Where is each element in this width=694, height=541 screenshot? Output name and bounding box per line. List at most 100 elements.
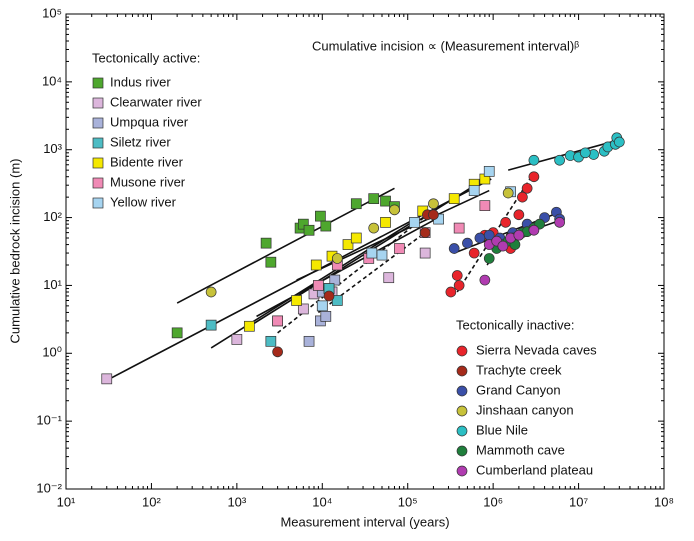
annotation: Cumulative incision ∝ (Measurement inter…	[312, 38, 579, 53]
data-point	[528, 224, 540, 236]
data-point	[497, 240, 509, 252]
data-point	[231, 334, 243, 345]
x-tick-label: 10¹	[57, 494, 76, 509]
data-point	[428, 198, 439, 210]
y-tick-label: 10⁻¹	[36, 413, 62, 428]
data-point	[479, 274, 491, 286]
data-point	[265, 256, 277, 268]
data-point	[451, 270, 463, 281]
y-tick-label: 10⁰	[42, 345, 62, 360]
legend-marker	[92, 157, 104, 169]
data-point	[316, 300, 328, 312]
legend-label: Yellow river	[110, 194, 177, 209]
data-point	[310, 259, 322, 271]
data-point	[272, 346, 283, 358]
data-point	[350, 232, 362, 244]
data-point	[448, 193, 460, 205]
data-point	[315, 210, 326, 222]
legend-label: Mammoth cave	[476, 442, 565, 457]
data-point	[205, 286, 217, 298]
data-point	[320, 311, 332, 322]
legend-title: Tectonically inactive:	[456, 317, 575, 332]
data-point	[554, 217, 565, 228]
x-tick-label: 10⁸	[654, 494, 674, 509]
x-tick-label: 10⁵	[398, 494, 418, 509]
legend-label: Siletz river	[110, 134, 171, 149]
data-point	[409, 217, 420, 228]
data-point	[517, 191, 528, 203]
data-point	[419, 227, 431, 238]
legend-marker	[92, 197, 104, 209]
legend-label: Clearwater river	[110, 94, 202, 109]
x-axis-label: Measurement interval (years)	[280, 514, 449, 529]
data-point	[331, 253, 343, 264]
x-tick-label: 10⁴	[312, 494, 332, 509]
x-tick-label: 10²	[142, 494, 161, 509]
data-point	[376, 249, 388, 261]
data-point	[500, 217, 511, 228]
data-point	[272, 315, 283, 327]
trend-line	[256, 216, 439, 318]
y-tick-label: 10²	[43, 209, 62, 224]
data-point	[313, 280, 324, 291]
legend-marker	[92, 97, 104, 109]
data-point	[303, 224, 315, 236]
legend-marker	[92, 137, 104, 149]
data-point	[205, 319, 217, 331]
legend-marker	[92, 77, 104, 89]
data-point	[171, 327, 183, 339]
data-point	[380, 217, 391, 228]
data-point	[483, 165, 495, 177]
legend-label: Sierra Nevada caves	[476, 342, 597, 357]
data-point	[380, 195, 391, 207]
legend-marker	[456, 445, 468, 457]
data-point	[323, 290, 335, 302]
legend-marker	[456, 385, 468, 397]
legend-marker	[456, 465, 468, 477]
legend-label: Jinshaan canyon	[476, 402, 574, 417]
trend-line	[507, 139, 620, 171]
data-point	[297, 218, 309, 230]
plot-frame	[65, 13, 665, 490]
data-point	[579, 147, 591, 159]
data-point	[468, 185, 480, 196]
data-point	[513, 229, 525, 241]
data-point	[479, 200, 491, 211]
data-point	[366, 247, 378, 259]
data-point	[291, 295, 302, 306]
data-point	[243, 320, 255, 332]
data-point	[521, 182, 533, 194]
legend-marker	[456, 405, 468, 417]
data-point	[350, 198, 362, 210]
legend-label: Grand Canyon	[476, 382, 561, 397]
x-tick-label: 10⁷	[569, 494, 588, 509]
data-point	[394, 243, 405, 254]
data-point	[528, 171, 540, 183]
data-point	[320, 220, 332, 232]
x-tick-label: 10⁶	[483, 494, 503, 509]
data-point	[297, 303, 309, 315]
legend-marker	[92, 117, 104, 129]
data-point	[613, 136, 625, 148]
legend-marker	[456, 425, 468, 437]
legend-label: Umpqua river	[110, 114, 189, 129]
data-point	[554, 154, 565, 166]
data-point	[528, 154, 540, 166]
y-tick-label: 10⁻²	[36, 480, 62, 495]
y-tick-label: 10⁴	[42, 73, 62, 88]
data-point	[389, 204, 400, 216]
data-point	[342, 239, 354, 250]
data-point	[368, 193, 380, 205]
data-point	[383, 272, 395, 284]
legend-label: Indus river	[110, 74, 171, 89]
data-point	[448, 243, 460, 254]
data-point	[445, 286, 457, 298]
y-tick-label: 10⁵	[42, 5, 62, 20]
data-point	[265, 335, 277, 347]
legend-label: Bidente river	[110, 154, 184, 169]
data-point	[462, 237, 473, 249]
data-point	[428, 209, 439, 221]
y-tick-label: 10¹	[43, 277, 62, 292]
data-point	[483, 253, 495, 264]
x-tick-label: 10³	[227, 494, 246, 509]
